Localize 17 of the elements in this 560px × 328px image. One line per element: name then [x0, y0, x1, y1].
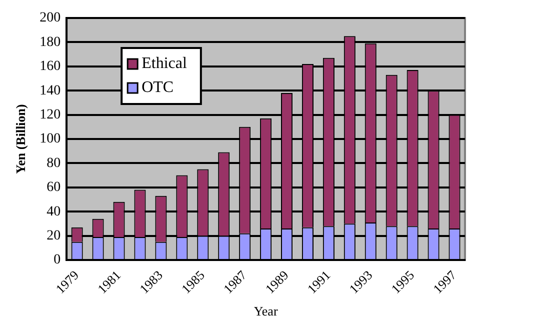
y-tick-label: 60 [46, 180, 61, 196]
x-axis-title: Year [254, 304, 278, 319]
y-axis-title: Yen (Billion) [13, 104, 28, 174]
legend-label: Ethical [142, 55, 188, 72]
legend-label: OTC [142, 79, 174, 96]
y-tick-label: 40 [46, 204, 61, 220]
x-tick-label: 1991 [304, 267, 334, 296]
y-tick-label: 160 [40, 59, 61, 74]
x-tick-label: 1981 [94, 267, 124, 296]
y-tick-label: 200 [40, 10, 61, 26]
y-tick-label: 100 [40, 132, 61, 147]
y-tick-label: 140 [40, 83, 61, 98]
y-tick-label: 20 [46, 228, 61, 244]
y-tick-label: 180 [40, 34, 61, 50]
y-tick-label: 80 [46, 156, 61, 171]
y-tick-label: 0 [54, 252, 61, 268]
y-tick-label: 120 [40, 107, 61, 122]
